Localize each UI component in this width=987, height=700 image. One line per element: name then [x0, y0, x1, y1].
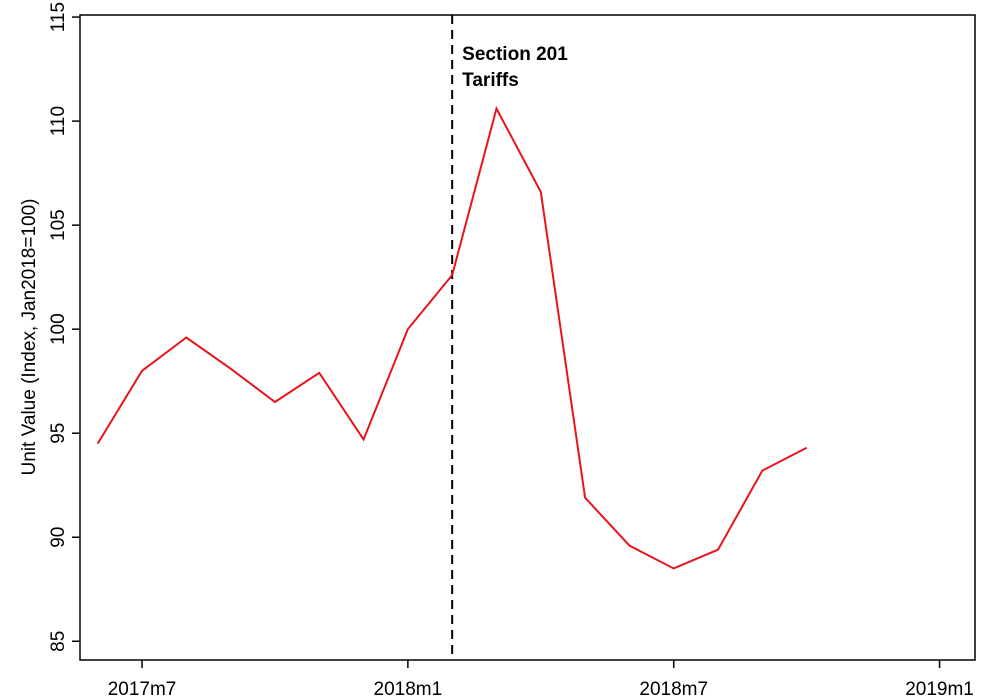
y-tick-label: 85: [48, 631, 69, 652]
y-axis-label: Unit Value (Index, Jan2018=100): [19, 199, 40, 476]
y-tick-label: 100: [48, 313, 69, 345]
annotation-text: Section 201: [462, 44, 568, 65]
x-tick-label: 2019m1: [905, 679, 974, 700]
data-line: [96, 105, 808, 570]
x-tick-label: 2018m7: [639, 679, 708, 700]
y-tick-label: 110: [48, 106, 69, 136]
y-tick-label: 95: [48, 423, 69, 444]
y-tick-label: 90: [48, 527, 69, 548]
plot-frame: [79, 14, 976, 661]
y-tick-label: 105: [48, 209, 69, 241]
annotation-text: Tariffs: [462, 70, 519, 91]
x-tick-label: 2018m1: [374, 679, 443, 700]
y-tick-label: 115: [48, 2, 69, 32]
x-tick-label: 2017m7: [108, 679, 177, 700]
